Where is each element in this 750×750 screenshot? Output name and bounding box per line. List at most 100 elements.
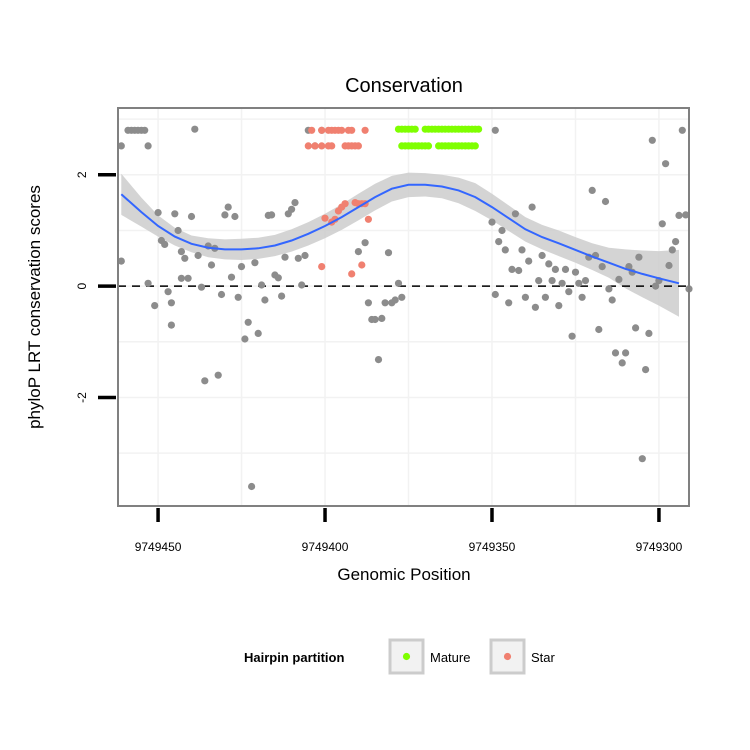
data-point-star <box>354 142 362 150</box>
legend-label-mature: Mature <box>430 650 470 665</box>
y-tick-label: -2 <box>75 392 89 403</box>
data-point-other <box>545 260 553 268</box>
data-point-other <box>508 265 516 273</box>
data-point-other <box>258 281 266 289</box>
data-point-other <box>538 251 546 260</box>
data-point-other <box>184 274 192 282</box>
data-point-other <box>207 261 216 269</box>
data-point-other <box>635 253 643 261</box>
data-point-other <box>668 246 676 254</box>
data-point-other <box>568 332 576 340</box>
data-point-other <box>501 246 509 254</box>
data-point-other <box>521 293 530 301</box>
data-point-other <box>505 299 513 307</box>
data-point-other <box>174 226 182 235</box>
data-point-other <box>632 324 640 332</box>
data-point-star <box>318 142 326 150</box>
data-point-other <box>354 248 362 256</box>
x-tick-label: 9749400 <box>302 540 349 554</box>
data-point-other <box>518 246 526 254</box>
data-point-other <box>615 275 623 283</box>
data-point-other <box>154 209 162 217</box>
legend-title: Hairpin partition <box>244 650 344 665</box>
data-point-other <box>261 296 269 304</box>
x-axis: 9749450 9749400 9749350 9749300 <box>135 508 683 554</box>
data-point-other <box>608 296 616 304</box>
data-point-other <box>151 302 159 310</box>
data-point-other <box>248 482 256 491</box>
data-point-star <box>348 126 356 134</box>
data-point-other <box>682 211 690 219</box>
data-point-other <box>268 211 276 219</box>
data-point-other <box>117 142 125 150</box>
data-point-other <box>595 325 603 334</box>
data-point-mature <box>411 125 419 133</box>
data-point-star <box>338 126 346 134</box>
data-point-other <box>498 226 506 235</box>
data-point-other <box>491 290 499 299</box>
data-point-other <box>511 210 519 218</box>
data-point-other <box>164 288 172 296</box>
data-point-other <box>177 248 185 256</box>
data-point-star <box>318 126 326 134</box>
data-point-other <box>578 293 586 301</box>
data-point-other <box>515 266 523 275</box>
data-point-other <box>144 279 152 287</box>
data-point-other <box>571 268 580 276</box>
data-point-other <box>291 199 299 207</box>
data-point-other <box>678 126 686 134</box>
data-point-other <box>374 356 383 364</box>
data-point-other <box>528 203 536 211</box>
data-point-other <box>658 220 666 228</box>
data-point-other <box>294 254 302 262</box>
data-point-other <box>662 160 670 168</box>
data-point-other <box>167 321 175 329</box>
data-point-other <box>194 251 202 260</box>
data-point-mature <box>475 125 483 133</box>
data-point-other <box>391 296 399 304</box>
legend-dot-mature <box>402 652 411 661</box>
data-point-other <box>237 263 246 271</box>
data-point-other <box>217 290 226 299</box>
data-point-other <box>167 299 175 307</box>
data-point-other <box>234 293 242 301</box>
data-point-other <box>638 455 646 463</box>
data-point-other <box>244 318 252 326</box>
data-point-star <box>304 142 312 150</box>
x-tick-label: 9749300 <box>636 540 683 554</box>
data-point-star <box>308 126 316 134</box>
data-point-star <box>364 215 372 223</box>
data-points <box>117 125 693 491</box>
data-point-other <box>378 314 386 322</box>
y-axis: -2 0 2 <box>75 171 116 403</box>
data-point-other <box>618 359 626 367</box>
legend: Hairpin partition Mature Star <box>244 638 556 675</box>
data-point-other <box>227 273 236 281</box>
data-point-other <box>675 211 683 219</box>
data-point-other <box>298 281 306 289</box>
data-point-other <box>161 240 169 248</box>
data-point-other <box>197 283 206 291</box>
data-point-other <box>488 218 496 226</box>
x-axis-title: Genomic Position <box>337 565 470 584</box>
data-point-other <box>281 253 289 261</box>
x-tick-label: 9749450 <box>135 540 182 554</box>
data-point-other <box>278 292 286 300</box>
smooth-line-layer <box>120 183 680 285</box>
confidence-band <box>121 172 680 317</box>
data-point-other <box>535 277 543 285</box>
data-point-other <box>565 288 573 296</box>
data-point-other <box>642 366 650 374</box>
data-point-other <box>231 212 239 221</box>
data-point-other <box>241 335 249 343</box>
data-point-other <box>221 211 229 219</box>
legend-dot-star <box>503 652 512 661</box>
data-point-other <box>364 299 372 307</box>
data-point-other <box>672 238 680 246</box>
data-point-other <box>555 302 563 310</box>
data-point-other <box>224 203 232 211</box>
data-point-other <box>171 210 179 218</box>
data-point-star <box>321 214 329 222</box>
data-point-other <box>251 259 259 267</box>
data-point-star <box>311 142 319 150</box>
